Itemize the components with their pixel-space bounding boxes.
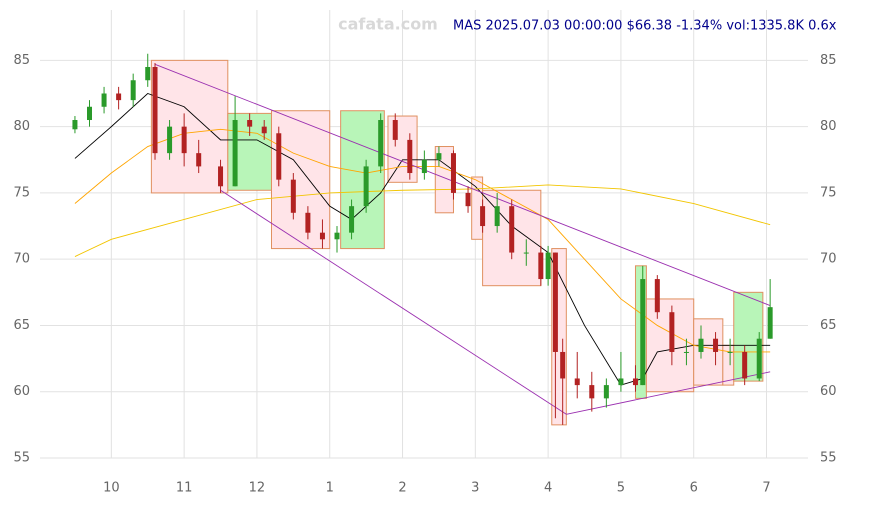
y-tick-label: 75: [13, 185, 30, 200]
range-box: [387, 115, 418, 183]
candle-body: [574, 378, 580, 386]
y-tick-label: 60: [13, 384, 30, 399]
x-tick-label: 4: [544, 481, 552, 496]
candle-body: [698, 338, 704, 352]
candle-body: [378, 120, 384, 167]
y-tick-label: 70: [13, 252, 30, 267]
candle-body: [181, 126, 187, 154]
candle-body: [683, 351, 689, 353]
candle-body: [152, 66, 158, 154]
watermark: cafata.com: [338, 15, 438, 34]
candle-body: [247, 120, 253, 127]
indicator-line: [220, 189, 567, 415]
candle-body: [640, 279, 646, 386]
candle-body: [509, 206, 515, 253]
y-tick-label-right: 80: [820, 119, 837, 134]
candle-body: [589, 385, 595, 399]
indicator-line: [74, 184, 771, 257]
x-tick-label: 5: [617, 481, 625, 496]
candle-body: [232, 120, 238, 187]
candle-body: [560, 351, 566, 379]
candle-body: [603, 385, 609, 399]
range-box: [340, 110, 385, 250]
candle-body: [392, 120, 398, 140]
y-tick-label-right: 85: [820, 53, 837, 68]
candle-body: [742, 351, 748, 379]
candle-body: [349, 206, 355, 233]
y-tick-label: 85: [13, 53, 30, 68]
candle-body: [523, 252, 529, 254]
candle-body: [538, 252, 544, 280]
indicator-line: [74, 92, 771, 386]
range-box: [150, 59, 229, 194]
candle-body: [196, 153, 202, 167]
candle-body: [334, 232, 340, 240]
indicator-line: [566, 371, 771, 415]
candle-body: [116, 93, 122, 101]
candle-body: [756, 338, 762, 379]
candle-body: [290, 179, 296, 213]
candle-body: [450, 153, 456, 193]
candle-body: [421, 159, 427, 174]
candle-body: [480, 206, 486, 227]
candle-body: [363, 166, 369, 207]
candle-body: [261, 126, 267, 134]
y-tick-label-right: 70: [820, 252, 837, 267]
candle-body: [654, 279, 660, 313]
candle-body: [167, 126, 173, 154]
y-tick-label: 65: [13, 318, 30, 333]
x-tick-label: 1: [326, 481, 334, 496]
y-tick-label: 80: [13, 119, 30, 134]
candle-body: [276, 133, 282, 180]
candle-body: [436, 153, 442, 160]
candle-body: [545, 252, 551, 280]
indicator-line: [154, 63, 771, 306]
range-box: [693, 318, 724, 386]
candle-body: [305, 212, 311, 233]
candle-body: [632, 378, 638, 386]
x-tick-label: 2: [398, 481, 406, 496]
candle-body: [552, 252, 558, 352]
y-tick-label: 55: [13, 451, 30, 466]
candle-body: [618, 378, 624, 386]
candle-body: [465, 192, 471, 207]
y-tick-label-right: 65: [820, 318, 837, 333]
x-tick-label: 12: [249, 481, 266, 496]
candle-body: [101, 93, 107, 107]
candle-body: [669, 312, 675, 352]
candle-body: [767, 307, 773, 339]
x-tick-label: 6: [690, 481, 698, 496]
candle-body: [87, 106, 93, 121]
candle-body: [494, 206, 500, 227]
x-tick-label: 10: [103, 481, 120, 496]
y-tick-label-right: 75: [820, 185, 837, 200]
x-tick-label: 11: [176, 481, 193, 496]
y-tick-label-right: 60: [820, 384, 837, 399]
chart-title: MAS 2025.07.03 00:00:00 $66.38 -1.34% vo…: [453, 19, 837, 34]
candle-body: [727, 351, 733, 353]
x-tick-label: 7: [762, 481, 770, 496]
x-tick-label: 3: [471, 481, 479, 496]
y-tick-label-right: 55: [820, 451, 837, 466]
indicator-line: [74, 128, 771, 353]
candle-body: [407, 139, 413, 174]
candle-body: [713, 338, 719, 352]
candle-body: [130, 80, 136, 101]
candle-body: [218, 166, 224, 187]
candle-body: [72, 120, 78, 130]
candle-body: [319, 232, 325, 240]
candle-body: [145, 66, 151, 81]
